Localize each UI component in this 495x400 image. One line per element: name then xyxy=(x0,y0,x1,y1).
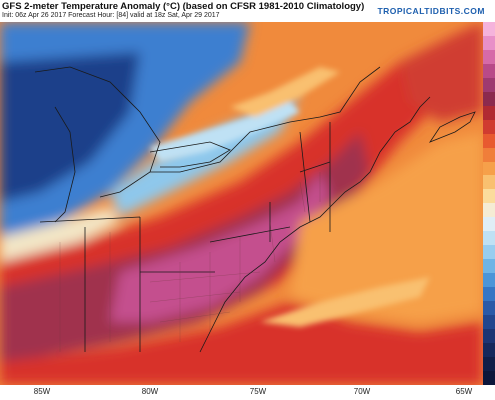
canada-us-border xyxy=(150,66,381,173)
color-scale-segment xyxy=(483,22,495,36)
ocean-warm-region xyxy=(290,132,483,322)
neutral-band xyxy=(0,207,120,262)
color-scale-segment xyxy=(483,175,495,190)
x-tick-label: 70W xyxy=(353,387,371,396)
county-borders xyxy=(59,172,321,352)
warm-streak-ocean xyxy=(260,277,430,327)
color-scale-bar xyxy=(483,22,495,385)
warm-streak-north xyxy=(230,67,340,117)
very-hot-region xyxy=(0,132,370,362)
color-scale-segment xyxy=(483,189,495,204)
color-scale-segment xyxy=(483,245,495,260)
x-tick-label: 75W xyxy=(249,387,267,396)
brand-logo-text[interactable]: TROPICALTIDBITS.COM xyxy=(377,6,485,16)
color-scale-segment xyxy=(483,356,495,371)
map-svg xyxy=(0,22,483,385)
color-scale-segment xyxy=(483,287,495,302)
nova-scotia-outline xyxy=(428,111,476,143)
color-scale-segment xyxy=(483,203,495,218)
extreme-warm-core xyxy=(110,172,330,322)
color-scale-segment xyxy=(483,119,495,134)
color-scale-segment xyxy=(483,133,495,148)
color-scale-segment xyxy=(483,91,495,106)
map-title: GFS 2-meter Temperature Anomaly (°C) (ba… xyxy=(2,1,365,12)
color-scale-segment xyxy=(483,217,495,232)
color-scale-segment xyxy=(483,315,495,329)
map-subtitle: Init: 06z Apr 26 2017 Forecast Hour: [84… xyxy=(2,12,220,19)
color-scale-segment xyxy=(483,63,495,78)
strong-cold-anomaly-region xyxy=(0,52,140,202)
color-scale-segment xyxy=(483,370,495,385)
color-scale-segment xyxy=(483,49,495,64)
northeast-hot-region xyxy=(400,22,483,122)
color-scale-segment xyxy=(483,105,495,120)
great-lakes-outline xyxy=(34,66,231,198)
temperature-anomaly-map xyxy=(0,22,483,385)
color-scale-segment xyxy=(483,77,495,92)
lake-cool-streak xyxy=(150,102,300,162)
x-tick-label: 85W xyxy=(33,387,51,396)
longitude-axis: 85W 80W 75W 70W 65W xyxy=(0,385,483,400)
color-scale-segment xyxy=(483,342,495,357)
color-scale-segment xyxy=(483,301,495,316)
color-scale-segment xyxy=(483,259,495,274)
color-scale-segment xyxy=(483,273,495,288)
x-tick-label: 80W xyxy=(141,387,159,396)
southern-warm-band xyxy=(0,302,483,385)
color-scale-segment xyxy=(483,161,495,176)
color-scale-segment xyxy=(483,35,495,50)
lake-michigan-outline xyxy=(54,106,76,223)
color-scale-segment xyxy=(483,231,495,246)
header: GFS 2-meter Temperature Anomaly (°C) (ba… xyxy=(0,0,495,22)
color-scale-segment xyxy=(483,328,495,343)
color-scale-segment xyxy=(483,147,495,162)
x-tick-label: 65W xyxy=(455,387,473,396)
